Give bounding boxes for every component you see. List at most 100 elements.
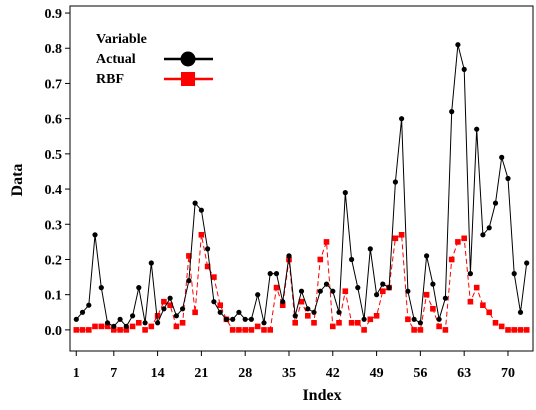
data-point-rbf [336, 320, 342, 326]
legend: Variable Actual RBF [96, 32, 213, 87]
data-point-actual [280, 299, 286, 305]
data-point-actual [311, 309, 317, 315]
x-tick-label: 49 [370, 366, 384, 381]
data-point-actual [442, 295, 448, 301]
data-point-actual [480, 232, 486, 238]
y-tick-label: 0.6 [45, 113, 63, 128]
data-point-rbf [261, 327, 267, 333]
data-point-actual [511, 271, 517, 277]
data-point-actual [117, 316, 123, 322]
data-point-actual [436, 316, 442, 322]
data-point-actual [361, 316, 367, 322]
y-tick-label: 0.3 [45, 218, 63, 233]
data-point-rbf [517, 327, 524, 333]
data-point-rbf [86, 327, 92, 333]
x-tick-label: 63 [457, 366, 471, 381]
x-axis-ticks: 1 7 14 21 28 35 42 49 56 63 70 [73, 351, 515, 381]
x-tick-label: 28 [238, 366, 252, 381]
data-point-rbf [242, 327, 248, 333]
data-point-rbf [254, 323, 261, 330]
data-point-rbf [417, 327, 424, 333]
data-point-rbf [298, 298, 305, 305]
data-point-actual [417, 320, 423, 326]
data-point-rbf [161, 298, 167, 305]
data-point-actual [130, 313, 136, 319]
data-point-actual [399, 116, 405, 122]
data-point-rbf [330, 323, 336, 330]
data-point-actual [79, 309, 86, 315]
data-point-actual [430, 281, 436, 287]
y-tick-label: 0.2 [45, 253, 63, 268]
data-point-actual [161, 306, 167, 312]
data-point-rbf [461, 235, 467, 242]
data-point-actual [123, 323, 129, 329]
y-tick-label: 0.0 [45, 324, 63, 339]
data-point-rbf [248, 327, 255, 333]
data-point-rbf [448, 256, 455, 263]
x-tick-label: 7 [110, 366, 117, 381]
data-point-actual [104, 320, 111, 326]
legend-actual-label: Actual [96, 52, 136, 67]
data-point-rbf [279, 302, 286, 308]
data-point-actual [455, 42, 461, 48]
legend-rbf-marker [181, 72, 195, 86]
data-point-rbf [436, 323, 442, 330]
data-point-rbf [492, 320, 499, 326]
data-point-actual [336, 309, 342, 315]
y-tick-label: 0.8 [45, 42, 63, 57]
data-point-rbf [473, 284, 480, 291]
data-point-actual [505, 175, 511, 182]
data-point-actual [374, 292, 380, 298]
data-point-rbf [192, 309, 198, 316]
data-point-rbf [323, 239, 330, 245]
data-point-rbf [398, 232, 405, 238]
data-point-actual [317, 288, 323, 294]
data-point-rbf [73, 327, 80, 333]
series-actual-line [75, 44, 528, 328]
data-point-rbf [236, 327, 242, 333]
data-point-actual [173, 313, 179, 319]
x-axis-title: Index [302, 387, 341, 404]
series-layer [73, 42, 530, 333]
data-point-actual [211, 299, 217, 305]
series-actual [73, 42, 530, 329]
data-point-actual [223, 316, 229, 322]
data-point-rbf [204, 263, 211, 270]
data-point-rbf [342, 288, 349, 294]
data-point-rbf [411, 327, 417, 333]
data-point-rbf [267, 327, 273, 333]
data-point-actual [449, 109, 455, 115]
data-point-rbf [142, 327, 148, 333]
data-point-actual [411, 316, 417, 322]
data-point-rbf [148, 323, 155, 330]
data-point-actual [298, 288, 305, 294]
data-point-rbf [305, 313, 311, 319]
data-point-rbf [423, 291, 430, 298]
data-point-rbf [361, 327, 367, 333]
data-point-rbf [136, 320, 142, 326]
data-point-rbf [455, 239, 461, 245]
data-point-rbf [198, 232, 205, 238]
data-point-actual [380, 281, 386, 287]
data-point-actual [236, 309, 242, 315]
data-point-actual [255, 292, 261, 298]
data-point-actual [330, 288, 336, 294]
data-point-rbf [173, 323, 180, 330]
data-point-actual [142, 320, 148, 326]
data-point-actual [192, 200, 198, 206]
x-tick-label: 21 [194, 366, 208, 381]
data-point-actual [492, 200, 499, 206]
data-point-actual [499, 154, 505, 160]
data-point-rbf [92, 323, 98, 330]
data-point-actual [349, 256, 355, 263]
y-tick-label: 0.7 [45, 77, 63, 92]
data-point-rbf [123, 327, 130, 333]
y-tick-label: 0.9 [45, 7, 63, 22]
data-point-actual [205, 246, 211, 252]
data-point-rbf [211, 274, 217, 280]
data-point-actual [242, 316, 248, 322]
data-point-rbf [167, 302, 173, 308]
data-point-rbf [355, 320, 361, 326]
data-point-actual [305, 306, 311, 312]
